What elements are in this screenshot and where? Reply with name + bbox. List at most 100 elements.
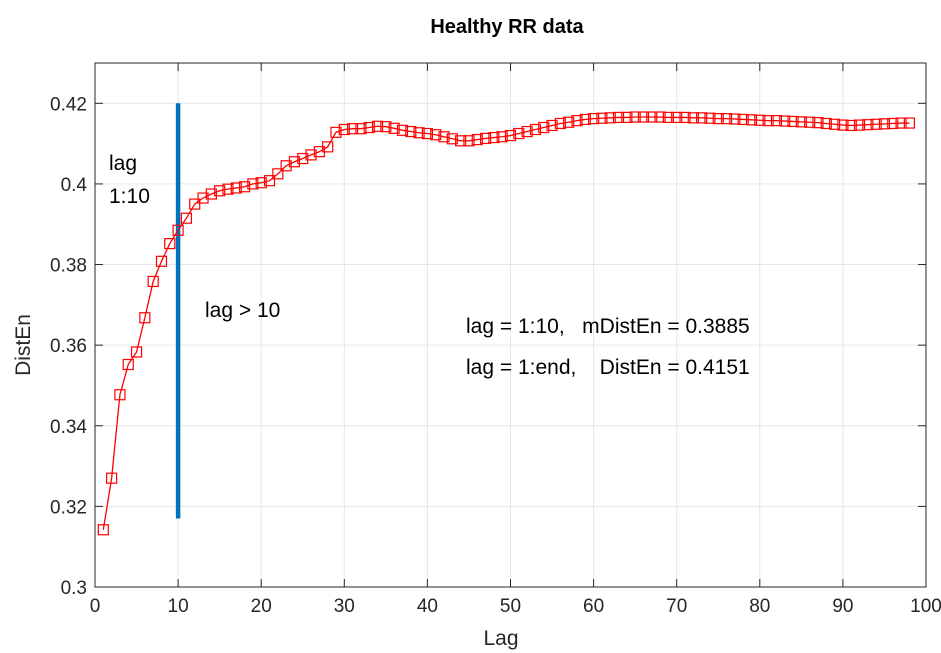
data-point [463, 135, 475, 147]
annotation-stat-disten: lag = 1:end, DistEn = 0.4151 [466, 356, 750, 379]
data-point [155, 255, 168, 267]
data-point [696, 112, 708, 124]
data-point [779, 115, 791, 127]
data-point [787, 115, 799, 128]
data-point [455, 135, 467, 147]
data-point [563, 116, 575, 128]
y-tick-label: 0.34 [50, 417, 87, 438]
data-point [280, 160, 292, 172]
data-point [804, 116, 816, 128]
chart-title: Healthy RR data [430, 16, 584, 38]
data-point [795, 116, 807, 128]
x-tick-label: 20 [251, 596, 272, 617]
data-point [363, 121, 375, 134]
data-point [837, 119, 849, 131]
data-point [862, 119, 874, 131]
data-point [197, 192, 209, 204]
data-point [754, 114, 766, 126]
x-tick-label: 60 [583, 596, 604, 617]
data-point [654, 111, 666, 123]
data-point [745, 114, 758, 126]
x-tick-label: 10 [168, 596, 189, 617]
data-point [388, 122, 400, 134]
data-point [612, 111, 625, 124]
data-point [405, 125, 417, 138]
data-point [737, 113, 749, 126]
data-point [704, 112, 716, 124]
data-point [712, 113, 724, 125]
series-line [102, 116, 910, 530]
annotation-lag-range: 1:10 [109, 185, 150, 208]
y-tick-label: 0.3 [61, 578, 87, 599]
data-point [322, 141, 334, 153]
data-point [587, 113, 600, 125]
data-point [189, 198, 201, 210]
data-point [488, 131, 500, 144]
data-point [430, 129, 442, 141]
data-point [762, 115, 774, 127]
x-tick-label: 70 [666, 596, 687, 617]
data-point [355, 123, 367, 135]
data-point [853, 119, 866, 131]
data-point [903, 117, 915, 129]
data-point [604, 112, 616, 124]
data-point [770, 115, 783, 127]
y-tick-label: 0.38 [50, 256, 87, 277]
y-tick-label: 0.4 [61, 175, 88, 196]
data-point [446, 133, 458, 145]
data-point [230, 182, 242, 194]
data-point [396, 124, 409, 136]
data-point [621, 111, 633, 124]
data-point [646, 111, 658, 123]
data-point [895, 117, 907, 129]
data-point [662, 111, 674, 124]
data-point [687, 112, 699, 124]
data-point [347, 123, 359, 135]
data-point [263, 175, 276, 187]
data-point [139, 312, 151, 324]
data-point [106, 472, 118, 484]
data-point [729, 113, 741, 125]
data-point [164, 237, 176, 250]
data-point [222, 183, 234, 195]
data-point [413, 127, 425, 139]
data-point [238, 181, 251, 193]
data-point [288, 156, 301, 168]
data-point [305, 149, 317, 161]
data-point [571, 115, 583, 127]
data-point [671, 111, 683, 124]
data-point [297, 152, 309, 165]
data-point [529, 123, 542, 136]
y-axis-label: DistEn [12, 314, 35, 376]
data-point [887, 117, 899, 130]
data-point [479, 132, 492, 144]
x-tick-label: 30 [334, 596, 355, 617]
data-point [521, 125, 533, 138]
annotation-lag: lag [109, 152, 137, 175]
data-point [637, 111, 650, 123]
data-point [330, 126, 342, 138]
data-point [504, 129, 517, 142]
x-axis-label: Lag [483, 627, 518, 650]
data-point [629, 111, 641, 123]
data-point [538, 121, 550, 134]
y-tick-label: 0.32 [50, 497, 87, 518]
data-point [471, 133, 483, 146]
data-point [513, 127, 525, 140]
data-point [147, 275, 159, 288]
data-point [272, 168, 284, 180]
data-point [255, 177, 267, 189]
x-tick-label: 90 [832, 596, 853, 617]
data-point [579, 113, 591, 126]
data-point [172, 224, 184, 236]
data-point [720, 113, 733, 125]
data-point [97, 524, 109, 536]
data-point [820, 117, 832, 130]
data-point [214, 185, 226, 197]
data-point [596, 112, 608, 124]
data-point [870, 118, 882, 130]
x-tick-label: 80 [749, 596, 770, 617]
data-point [380, 121, 392, 133]
annotation-stat-mdisten: lag = 1:10, mDistEn = 0.3885 [466, 315, 750, 338]
